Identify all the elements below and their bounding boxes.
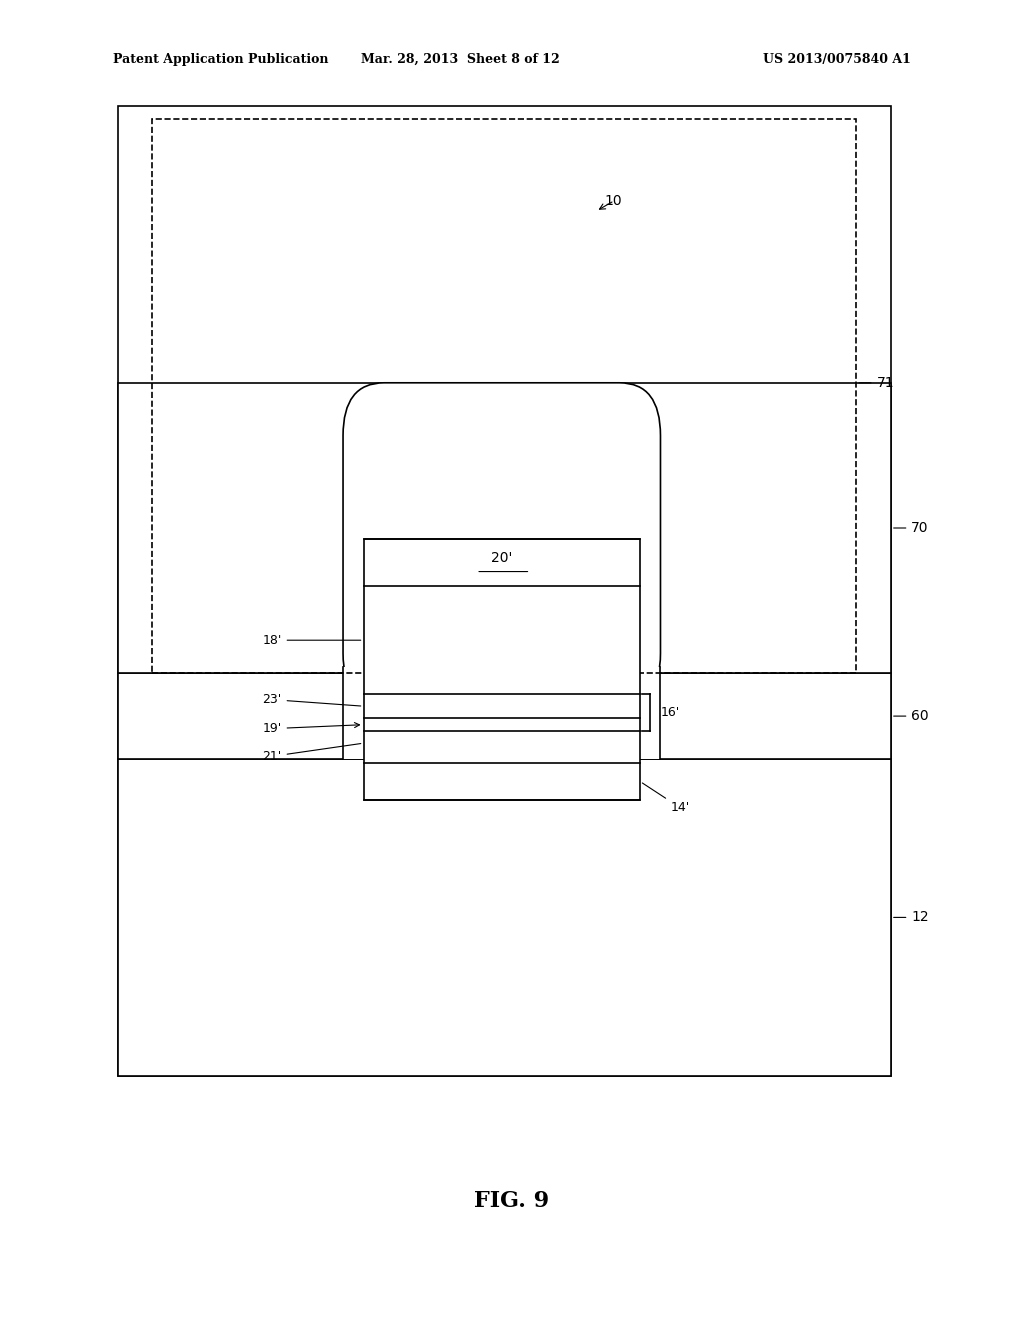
Text: 21': 21' xyxy=(262,743,360,763)
Text: US 2013/0075840 A1: US 2013/0075840 A1 xyxy=(764,53,911,66)
Text: 10: 10 xyxy=(604,194,622,207)
Bar xyxy=(118,106,891,1076)
Text: Patent Application Publication: Patent Application Publication xyxy=(113,53,328,66)
Bar xyxy=(118,759,891,1076)
Text: FIG. 9: FIG. 9 xyxy=(474,1191,550,1212)
Bar xyxy=(364,539,640,800)
Text: 23': 23' xyxy=(262,693,360,706)
Bar xyxy=(343,667,660,759)
Text: 14': 14' xyxy=(642,783,690,814)
Bar xyxy=(152,119,856,673)
Text: 18': 18' xyxy=(262,634,360,647)
Text: 71: 71 xyxy=(859,376,894,389)
Text: 20': 20' xyxy=(492,552,512,565)
Text: 70: 70 xyxy=(894,521,929,535)
Text: 16': 16' xyxy=(660,706,680,719)
FancyBboxPatch shape xyxy=(343,383,660,706)
Bar xyxy=(118,383,891,673)
Text: 12: 12 xyxy=(894,911,929,924)
Text: 19': 19' xyxy=(262,722,359,735)
Text: Mar. 28, 2013  Sheet 8 of 12: Mar. 28, 2013 Sheet 8 of 12 xyxy=(361,53,560,66)
Text: 60: 60 xyxy=(894,709,929,723)
Bar xyxy=(118,673,891,759)
